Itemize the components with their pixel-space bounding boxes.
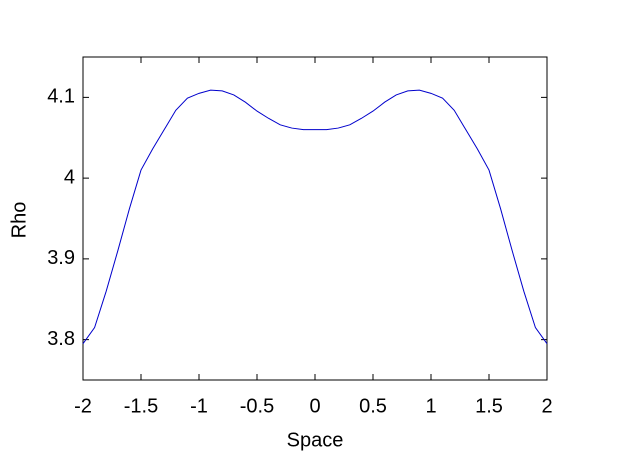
y-tick-label: 3.8 xyxy=(47,328,75,350)
data-line xyxy=(82,89,548,344)
x-tick-label: 0.5 xyxy=(359,395,387,417)
x-tick-label: -1.5 xyxy=(124,395,158,417)
y-tick-label: 3.9 xyxy=(47,247,75,269)
y-tick-label: 4 xyxy=(64,166,75,188)
x-tick-label: -0.5 xyxy=(240,395,274,417)
x-tick-label: 2 xyxy=(541,395,552,417)
x-tick-label: -1 xyxy=(190,395,208,417)
x-axis-label: Space xyxy=(287,429,344,451)
x-tick-label: 1.5 xyxy=(475,395,503,417)
x-tick-label: 1 xyxy=(425,395,436,417)
x-tick-label: 0 xyxy=(309,395,320,417)
y-axis-label: Rho xyxy=(8,202,30,239)
y-tick-label: 4.1 xyxy=(47,86,75,108)
plot-frame xyxy=(82,56,548,381)
x-tick-label: -2 xyxy=(74,395,92,417)
